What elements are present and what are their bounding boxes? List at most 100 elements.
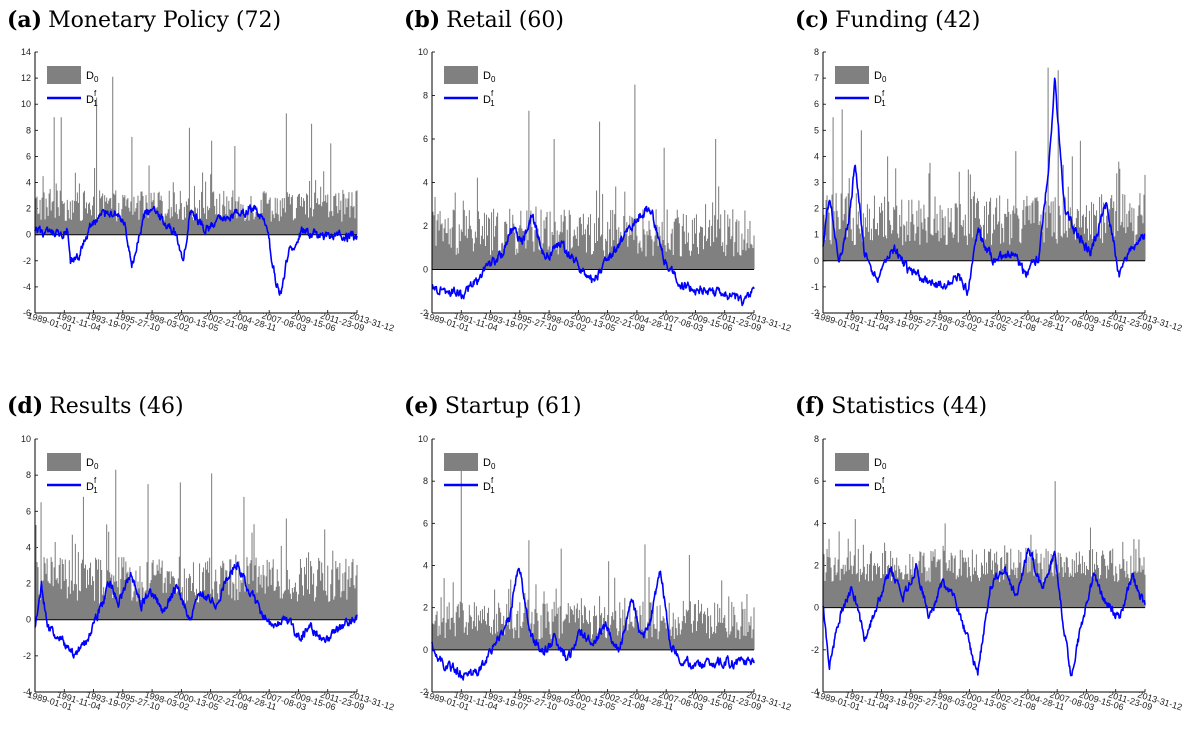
legend-label-D0: D0 (874, 457, 887, 471)
legend-swatch-D0 (444, 66, 478, 84)
legend-swatch-D0 (47, 66, 81, 84)
chart-panel-2: (c) Funding (42)-2-10123456781989-01-0119… (795, 7, 1183, 333)
legend-sub: 0 (94, 75, 99, 84)
y-tick-label: -2 (811, 308, 819, 318)
legend-swatch-D0 (444, 453, 478, 471)
series-D0-bar-path (431, 84, 755, 270)
legend-sup: f (882, 89, 885, 98)
y-tick-label: 3 (814, 178, 819, 188)
y-tick-label: 2 (814, 204, 819, 214)
series-D1f-line (431, 567, 755, 681)
legend-sup: f (491, 89, 494, 98)
legend-base: D (874, 457, 882, 469)
legend-swatch-D0 (835, 66, 869, 84)
y-tick-label: 5 (814, 125, 819, 135)
y-tick-label: 0 (423, 265, 428, 275)
legend-label-D1f: Df 1 (483, 476, 495, 495)
legend-sub: 1 (490, 99, 495, 108)
panel-title-text: Funding (42) (835, 8, 980, 33)
y-tick-label: 8 (814, 47, 819, 57)
legend-label-D1f: Df 1 (86, 476, 98, 495)
y-tick-label: 8 (26, 125, 31, 135)
y-tick-label: 2 (26, 204, 31, 214)
panel-title: (e) Startup (61) (404, 393, 582, 419)
legend-base: D (483, 457, 491, 469)
panel-title-text: Statistics (44) (831, 394, 987, 419)
y-tick-label: 10 (21, 434, 31, 444)
legend-label-D1f: Df 1 (483, 89, 495, 108)
y-tick-label: -2 (811, 645, 819, 655)
legend-sub: 1 (881, 486, 886, 495)
series-D0-bars (431, 84, 755, 270)
y-tick-label: 2 (814, 561, 819, 571)
y-tick-label: -6 (23, 308, 31, 318)
series-D0-bars (822, 481, 1146, 608)
legend-sub: 0 (882, 462, 887, 471)
legend-label-D0: D0 (483, 457, 496, 471)
legend-base: D (86, 481, 94, 493)
chart-panel-1: (b) Retail (60)-202468101989-01-011991-11… (404, 7, 792, 333)
y-tick-label: 0 (26, 615, 31, 625)
legend: D0 Df 1 (47, 66, 99, 108)
series-D1f-line (431, 205, 755, 307)
y-tick-label: 4 (423, 178, 428, 188)
panel-title-text: Monetary Policy (72) (48, 8, 281, 33)
legend-sub: 0 (94, 462, 99, 471)
series-D0-bar-path (34, 469, 358, 620)
y-tick-label: 8 (423, 476, 428, 486)
legend-base: D (874, 70, 882, 82)
series-D1f-line (822, 77, 1146, 297)
legend-base: D (86, 70, 94, 82)
y-tick-label: -4 (23, 282, 31, 292)
panel-letter: (c) (795, 7, 829, 33)
panel-title: (d) Results (46) (7, 393, 184, 419)
y-tick-label: 0 (423, 645, 428, 655)
y-tick-label: -4 (811, 687, 819, 697)
y-tick-label: 12 (21, 73, 31, 83)
y-tick-label: 0 (26, 230, 31, 240)
legend-base: D (483, 70, 491, 82)
y-tick-label: -2 (420, 308, 428, 318)
legend-sub: 1 (881, 99, 886, 108)
y-tick-label: -4 (23, 687, 31, 697)
series-D0-bars (34, 76, 358, 235)
legend-label-D1f: Df 1 (874, 89, 886, 108)
legend-sub: 0 (882, 75, 887, 84)
series-D1f-line (34, 561, 358, 659)
series-D1f-line (822, 547, 1146, 677)
y-tick-label: 2 (26, 579, 31, 589)
y-tick-label: 10 (418, 434, 428, 444)
series-D0-bars (431, 460, 755, 650)
legend-swatch-D0 (835, 453, 869, 471)
y-tick-label: 6 (814, 99, 819, 109)
panel-letter: (b) (404, 7, 440, 33)
panel-letter: (e) (404, 393, 439, 419)
legend-sup: f (94, 476, 97, 485)
legend-base: D (874, 94, 882, 106)
y-tick-label: 8 (814, 434, 819, 444)
y-tick-label: 6 (423, 518, 428, 528)
y-tick-label: 14 (21, 47, 31, 57)
y-tick-label: 2 (423, 221, 428, 231)
legend-label-D0: D0 (874, 70, 887, 84)
y-tick-label: 6 (814, 476, 819, 486)
series-D0-bar-path (822, 481, 1146, 608)
legend-label-D0: D0 (86, 457, 99, 471)
legend-label-D0: D0 (483, 70, 496, 84)
legend-sub: 1 (490, 486, 495, 495)
panel-letter: (f) (795, 393, 825, 419)
legend-sub: 1 (93, 99, 98, 108)
chart-panel-4: (e) Startup (61)-202468101989-01-011991-1… (404, 393, 792, 712)
y-tick-label: 10 (21, 99, 31, 109)
panel-title: (f) Statistics (44) (795, 393, 987, 419)
legend-label-D1f: Df 1 (86, 89, 98, 108)
chart-panel-3: (d) Results (46)-4-202468101989-01-011991… (7, 393, 395, 712)
panel-title: (b) Retail (60) (404, 7, 564, 33)
legend-base: D (874, 481, 882, 493)
legend-base: D (86, 457, 94, 469)
